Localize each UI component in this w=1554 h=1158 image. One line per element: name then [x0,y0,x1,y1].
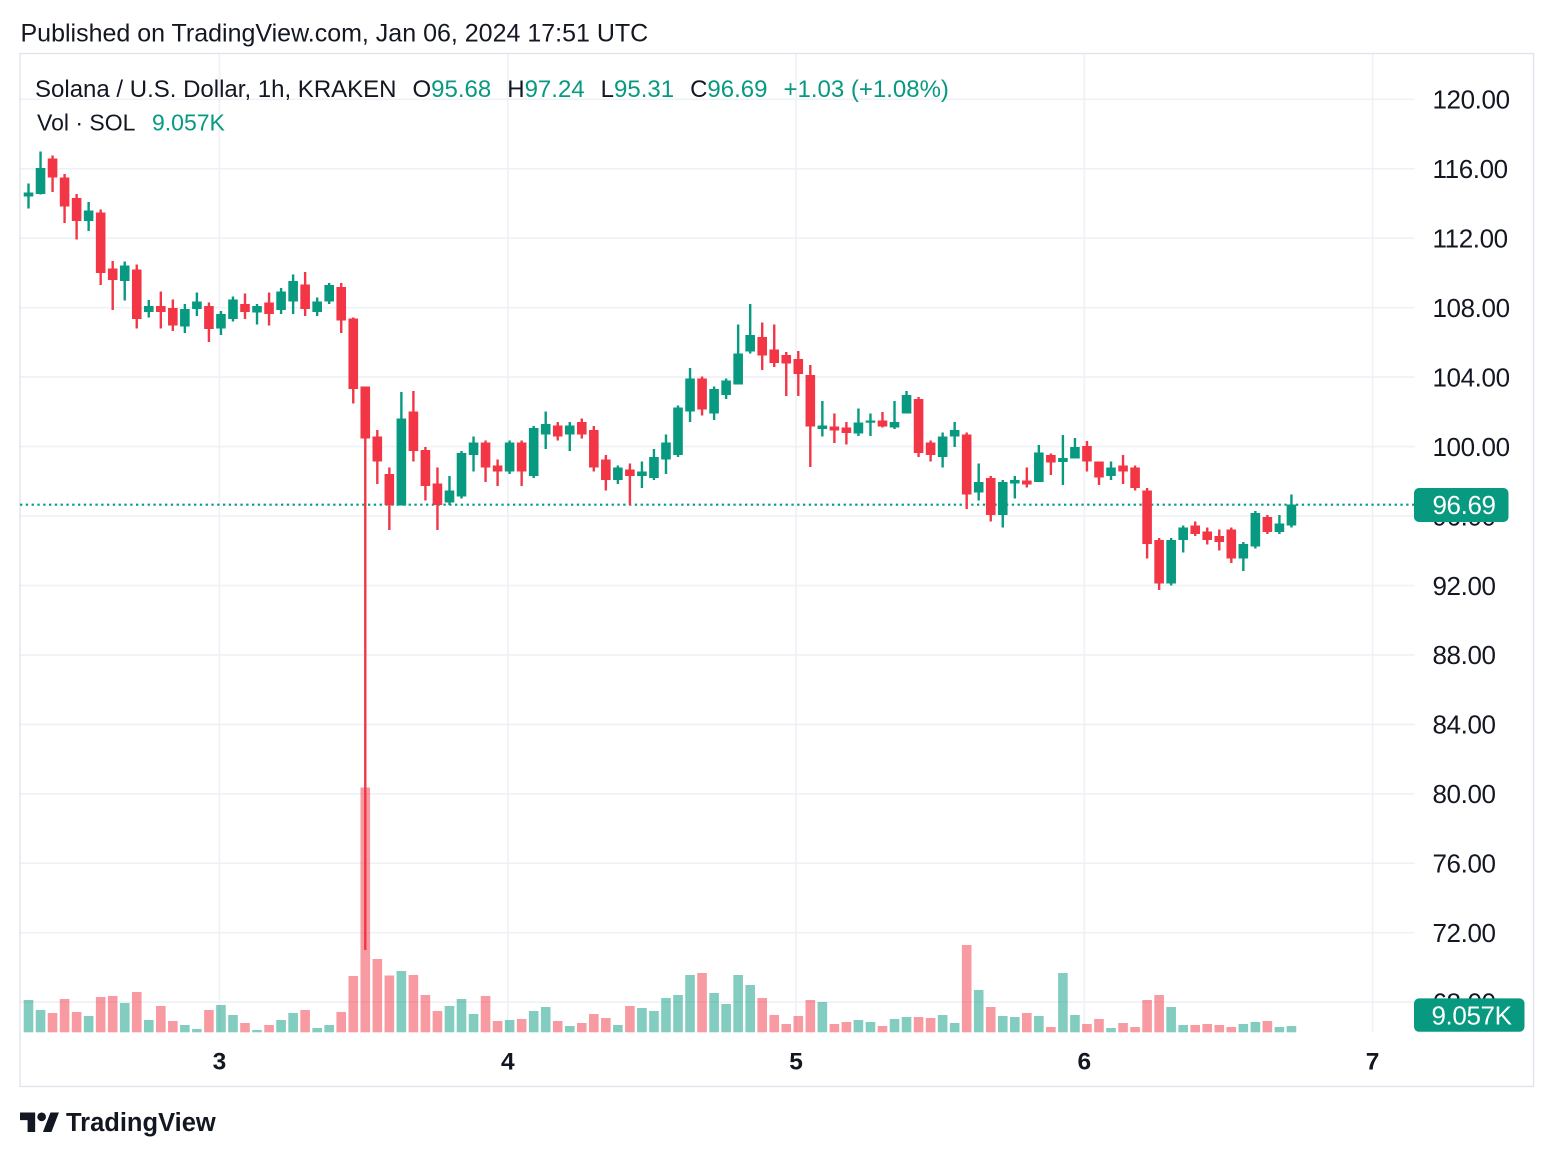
svg-text:3: 3 [213,1049,227,1076]
svg-text:80.00: 80.00 [1433,779,1496,809]
svg-text:116.00: 116.00 [1433,154,1508,184]
svg-text:92.00: 92.00 [1433,571,1496,601]
svg-text:88.00: 88.00 [1433,640,1496,670]
svg-text:72.00: 72.00 [1433,918,1496,948]
svg-text:5: 5 [789,1049,803,1076]
svg-text:TradingView: TradingView [66,1109,216,1137]
svg-text:108.00: 108.00 [1433,293,1510,323]
svg-text:9.057K: 9.057K [1432,1000,1513,1030]
svg-text:Published on TradingView.com,: Published on TradingView.com, Jan 06, 20… [21,20,649,48]
svg-text:4: 4 [501,1049,515,1076]
svg-text:9.057K: 9.057K [152,110,226,136]
svg-text:112.00: 112.00 [1433,224,1508,254]
svg-text:6: 6 [1077,1049,1091,1076]
svg-text:7: 7 [1366,1049,1380,1076]
svg-text:76.00: 76.00 [1433,849,1496,879]
svg-text:96.69: 96.69 [1433,490,1496,520]
svg-text:100.00: 100.00 [1433,432,1510,462]
svg-text:104.00: 104.00 [1433,362,1510,392]
svg-text:84.00: 84.00 [1433,710,1496,740]
svg-text:120.00: 120.00 [1433,85,1510,115]
svg-text:Vol · SOL: Vol · SOL [37,110,136,136]
